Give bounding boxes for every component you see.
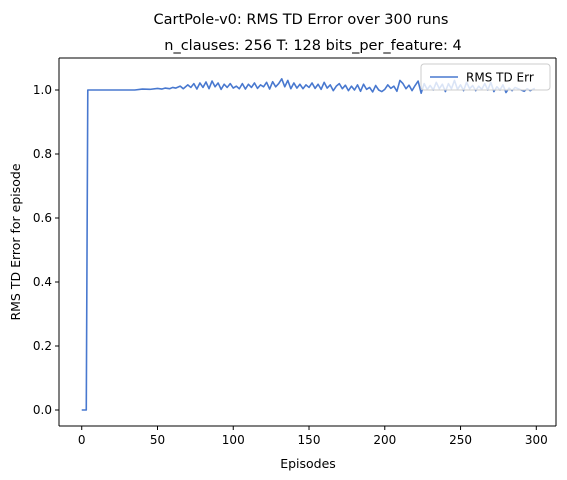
plot-frame: [58, 57, 557, 427]
y-tick-label: 0.6: [33, 211, 52, 225]
chart-title: n_clauses: 256 T: 128 bits_per_feature: …: [164, 38, 462, 54]
y-tick-label: 0.8: [33, 147, 52, 161]
x-axis-ticks: 0 50 100 150 200 250 300: [78, 426, 548, 447]
legend-box: [420, 63, 551, 91]
x-tick-label: 300: [525, 433, 548, 447]
legend: RMS TD Err: [420, 63, 551, 91]
x-tick-label: 150: [298, 433, 321, 447]
x-tick-label: 0: [78, 433, 86, 447]
y-tick-label: 1.0: [33, 83, 52, 97]
legend-label: RMS TD Err: [466, 71, 534, 85]
x-tick-label: 200: [373, 433, 396, 447]
chart-suptitle: CartPole-v0: RMS TD Error over 300 runs: [154, 12, 449, 28]
x-tick-label: 100: [222, 433, 245, 447]
y-axis-label: RMS TD Error for episode: [8, 163, 23, 320]
y-axis-ticks: 0.0 0.2 0.4 0.6 0.8 1.0: [33, 83, 59, 417]
y-tick-label: 0.4: [33, 275, 52, 289]
y-tick-label: 0.0: [33, 403, 52, 417]
x-tick-label: 250: [449, 433, 472, 447]
y-tick-label: 0.2: [33, 339, 52, 353]
x-axis-label: Episodes: [280, 456, 336, 471]
plot-area: [59, 58, 556, 426]
x-tick-label: 50: [150, 433, 165, 447]
